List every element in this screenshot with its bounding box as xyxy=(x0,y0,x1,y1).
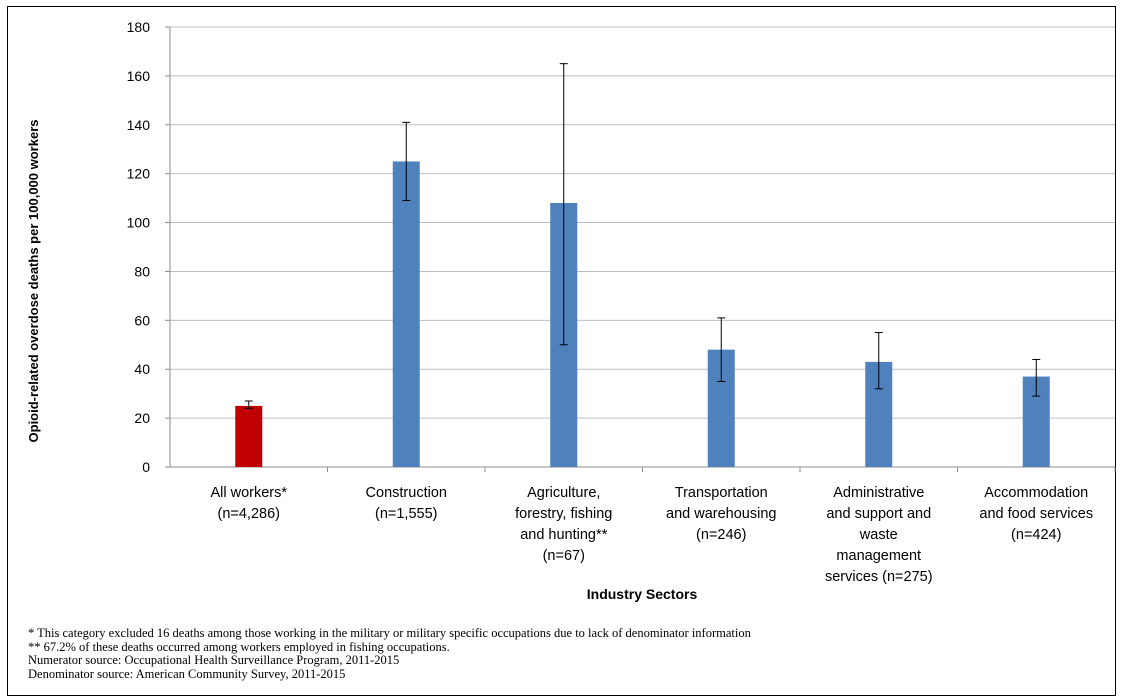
x-tick-label: All workers* (n=4,286) xyxy=(210,485,287,522)
x-tick-label-line: All workers* xyxy=(210,485,287,501)
x-tick-label-line: and food services xyxy=(979,506,1093,522)
error-bars xyxy=(244,63,1041,409)
bar-chart: 0 20 40 60 80 100 120 140 160 180 All workers* (n=… xyxy=(26,19,1116,602)
x-tick-label-line: (n=1,555) xyxy=(375,506,437,522)
x-tick-label-line: forestry, fishing xyxy=(515,506,612,522)
bar xyxy=(235,405,263,467)
y-axis-title: Opioid-related overdose deaths per 100,0… xyxy=(26,120,41,443)
x-tick-label-line: and warehousing xyxy=(666,506,776,522)
x-tick-label-line: Transportation xyxy=(675,485,768,501)
x-tick-label-line: and support and xyxy=(826,506,931,522)
x-axis-title: Industry Sectors xyxy=(587,586,698,602)
bars xyxy=(235,161,1050,467)
y-tick-label: 100 xyxy=(127,215,151,231)
x-tick-label: Agriculture, forestry, fishing and hunting… xyxy=(515,485,612,564)
x-tick-label: Accommodation and food services (n=424) xyxy=(979,485,1093,543)
y-tick-label: 120 xyxy=(127,166,151,182)
gridlines xyxy=(170,26,1115,419)
x-tick-label-line: Accommodation xyxy=(984,485,1088,501)
x-tick-label: Transportation and warehousing (n=246) xyxy=(666,485,776,543)
x-tick-label-line: waste xyxy=(859,527,898,543)
y-tick-label: 180 xyxy=(127,19,151,35)
footnote-military: * This category excluded 16 deaths among… xyxy=(28,626,751,640)
y-tick-label: 160 xyxy=(127,68,151,84)
x-tick-label: Administrative and support and waste manage… xyxy=(825,485,933,585)
x-tick-label-line: (n=424) xyxy=(1011,527,1061,543)
x-tick-label-line: (n=67) xyxy=(543,548,585,564)
y-tick-label: 80 xyxy=(134,263,150,279)
x-tick-label-line: Agriculture, xyxy=(527,485,600,501)
x-tick-label-line: Construction xyxy=(366,485,447,501)
y-axis-ticks: 0 20 40 60 80 100 120 140 160 180 xyxy=(127,19,1116,475)
x-tick-label-line: Administrative xyxy=(833,485,924,501)
bar xyxy=(392,161,420,467)
y-tick-label: 60 xyxy=(134,312,150,328)
footnote-fishing: ** 67.2% of these deaths occurred among … xyxy=(28,639,450,654)
x-tick-label-line: and hunting** xyxy=(520,527,607,543)
x-tick-label-line: services (n=275) xyxy=(825,569,933,585)
y-tick-label: 140 xyxy=(127,117,151,133)
y-tick-label: 0 xyxy=(142,459,150,475)
y-tick-label: 40 xyxy=(134,361,150,377)
x-axis-labels: All workers* (n=4,286) Construction (n=1,55… xyxy=(210,485,1093,585)
x-tick-label-line: (n=246) xyxy=(696,527,746,543)
y-tick-label: 20 xyxy=(134,410,150,426)
x-tick-label-line: management xyxy=(836,548,921,564)
footnote-denominator-source: Denominator source: American Community S… xyxy=(28,666,346,681)
figure-frame xyxy=(7,6,1116,696)
footnotes: * This category excluded 16 deaths among… xyxy=(28,626,751,681)
x-tick-label: Construction (n=1,555) xyxy=(366,485,447,522)
x-tick-label-line: (n=4,286) xyxy=(218,506,280,522)
footnote-numerator-source: Numerator source: Occupational Health Su… xyxy=(28,653,400,667)
